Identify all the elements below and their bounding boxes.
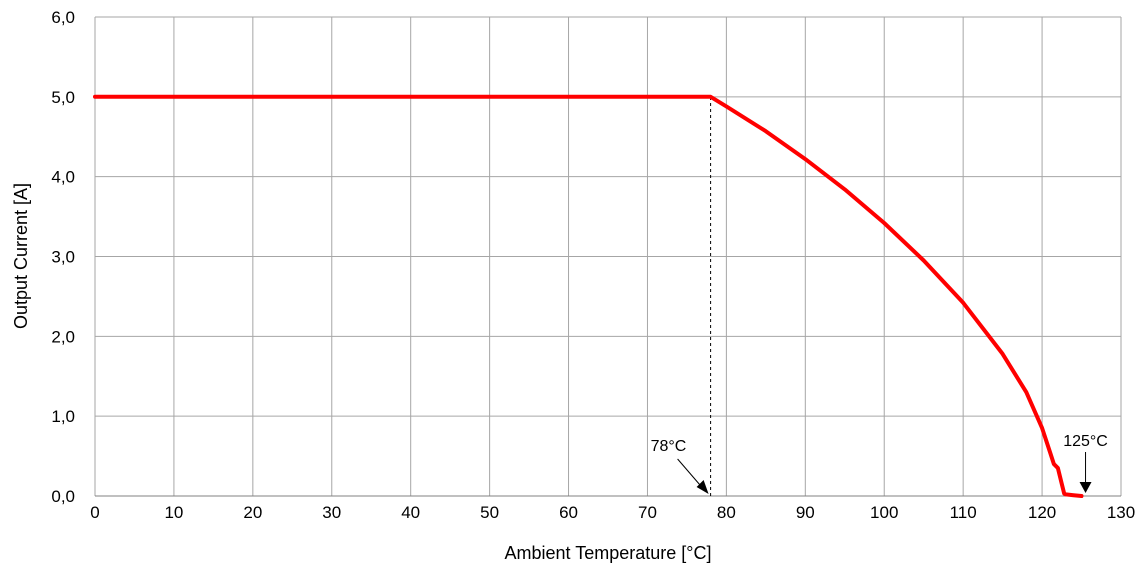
y-tick-labels: 0,0 1,0 2,0 3,0 4,0 5,0 6,0 bbox=[51, 8, 75, 506]
y-axis-title: Output Current [A] bbox=[11, 183, 31, 329]
x-axis-title: Ambient Temperature [°C] bbox=[505, 543, 712, 563]
annotation-78c-label: 78°C bbox=[651, 438, 687, 455]
y-tick-label: 2,0 bbox=[51, 327, 75, 346]
grid bbox=[94, 16, 1122, 497]
x-tick-label: 80 bbox=[717, 503, 736, 522]
x-tick-label: 10 bbox=[164, 503, 183, 522]
x-tick-label: 0 bbox=[90, 503, 99, 522]
annotation-78c-arrowhead bbox=[696, 480, 709, 494]
x-tick-label: 50 bbox=[480, 503, 499, 522]
series-layer bbox=[93, 94, 1084, 498]
annotations: 78°C 125°C bbox=[651, 433, 1108, 494]
derating-curve bbox=[93, 94, 1084, 498]
x-tick-labels: 0 10 20 30 40 50 60 70 80 90 100 110 120 130 bbox=[90, 503, 1135, 522]
y-tick-label: 4,0 bbox=[51, 168, 75, 187]
y-tick-label: 3,0 bbox=[51, 248, 75, 267]
annotation-125c-label: 125°C bbox=[1063, 433, 1108, 450]
x-tick-label: 130 bbox=[1107, 503, 1135, 522]
x-tick-label: 100 bbox=[870, 503, 898, 522]
x-tick-label: 60 bbox=[559, 503, 578, 522]
y-tick-label: 6,0 bbox=[51, 8, 75, 27]
x-tick-label: 110 bbox=[950, 503, 977, 522]
x-tick-label: 70 bbox=[638, 503, 657, 522]
y-tick-label: 1,0 bbox=[51, 407, 75, 426]
x-tick-label: 40 bbox=[401, 503, 420, 522]
x-tick-label: 120 bbox=[1028, 503, 1056, 522]
y-tick-label: 0,0 bbox=[51, 487, 75, 506]
x-tick-label: 20 bbox=[243, 503, 262, 522]
y-tick-label: 5,0 bbox=[51, 88, 75, 107]
annotation-78c-arrow bbox=[677, 458, 703, 489]
annotation-125c-arrowhead bbox=[1079, 482, 1092, 493]
x-tick-label: 90 bbox=[796, 503, 815, 522]
x-tick-label: 30 bbox=[322, 503, 341, 522]
